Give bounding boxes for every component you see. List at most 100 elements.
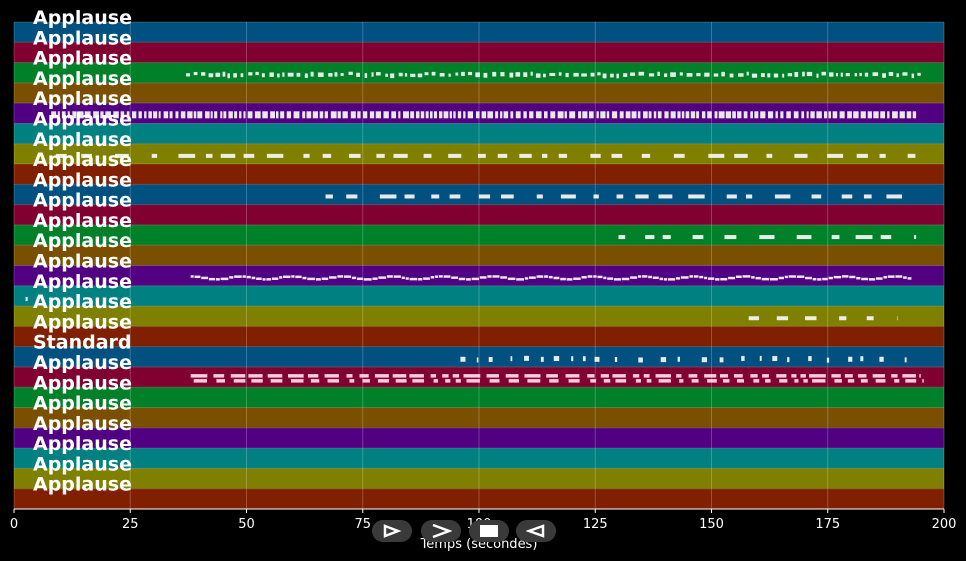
- event-mark: [848, 356, 853, 362]
- event-mark: [675, 277, 681, 280]
- event-mark: [234, 111, 238, 119]
- event-mark: [371, 72, 374, 77]
- event-mark: [588, 111, 594, 119]
- event-mark: [375, 111, 381, 119]
- event-mark: [423, 277, 430, 280]
- lane-band: [14, 306, 944, 327]
- lane-band: [14, 123, 944, 144]
- event-mark: [796, 235, 812, 240]
- event-mark: [210, 111, 213, 119]
- event-mark: [582, 111, 588, 119]
- event-mark: [755, 276, 761, 280]
- lane-band: [14, 285, 944, 307]
- event-mark: [548, 275, 553, 279]
- event-mark: [751, 276, 755, 279]
- event-mark: [455, 379, 461, 383]
- event-mark: [363, 111, 368, 119]
- event-mark: [602, 73, 607, 79]
- event-mark: [466, 278, 471, 281]
- event-mark: [435, 275, 439, 278]
- event-mark: [823, 111, 828, 119]
- event-mark: [530, 71, 533, 76]
- event-mark: [57, 111, 60, 119]
- event-mark: [350, 111, 356, 119]
- event-mark: [372, 277, 378, 280]
- event-mark: [679, 379, 684, 383]
- event-mark: [527, 379, 541, 383]
- event-mark: [378, 276, 387, 279]
- event-mark: [587, 374, 595, 378]
- event-mark: [581, 73, 587, 77]
- event-mark: [708, 153, 725, 158]
- lane-band: [14, 448, 944, 469]
- event-mark: [895, 275, 903, 278]
- event-mark: [611, 153, 623, 158]
- event-mark: [153, 111, 158, 119]
- event-mark: [205, 111, 210, 119]
- event-mark: [778, 276, 784, 280]
- event-mark: [175, 111, 179, 119]
- event-mark: [306, 111, 312, 119]
- event-mark: [696, 111, 700, 119]
- event-mark: [827, 153, 844, 158]
- event-mark: [765, 379, 771, 383]
- event-mark: [477, 153, 486, 158]
- play-outline-button[interactable]: [372, 520, 412, 542]
- event-mark: [680, 276, 689, 279]
- event-mark: [322, 153, 332, 158]
- event-mark: [839, 111, 845, 119]
- event-mark: [385, 73, 388, 77]
- event-mark: [841, 194, 853, 199]
- event-mark: [906, 111, 912, 119]
- stop-button[interactable]: [469, 520, 509, 542]
- event-marks: [25, 71, 924, 383]
- event-mark: [859, 72, 862, 77]
- event-mark: [386, 275, 393, 278]
- event-mark: [262, 278, 266, 281]
- event-mark: [283, 275, 291, 279]
- rewind-button[interactable]: [516, 520, 556, 542]
- event-mark: [611, 111, 618, 119]
- event-mark: [856, 153, 868, 158]
- event-mark: [902, 374, 916, 378]
- event-mark: [750, 111, 753, 119]
- event-mark: [663, 278, 668, 281]
- event-mark: [391, 111, 397, 119]
- event-mark: [875, 379, 886, 383]
- event-mark: [806, 71, 813, 77]
- event-mark: [738, 73, 744, 77]
- event-mark: [643, 374, 650, 378]
- event-mark: [762, 374, 769, 378]
- event-mark: [330, 111, 337, 119]
- event-mark: [248, 72, 253, 76]
- event-mark: [623, 73, 628, 77]
- event-mark: [327, 379, 340, 383]
- event-mark: [359, 374, 369, 378]
- event-mark: [364, 73, 368, 78]
- next-button[interactable]: [421, 520, 461, 542]
- lane-label: Applause: [33, 433, 132, 455]
- event-mark: [565, 72, 569, 78]
- event-mark: [412, 379, 425, 383]
- event-mark: [433, 111, 438, 119]
- event-mark: [346, 374, 353, 378]
- event-mark: [229, 276, 234, 279]
- event-mark: [467, 111, 474, 119]
- event-mark: [613, 278, 621, 281]
- event-mark: [914, 235, 917, 240]
- event-mark: [670, 72, 676, 77]
- event-mark: [287, 374, 304, 378]
- event-mark: [886, 194, 903, 199]
- event-mark: [707, 111, 712, 119]
- event-mark: [652, 276, 659, 280]
- event-mark: [861, 277, 869, 281]
- lane-band: [14, 326, 944, 347]
- event-mark: [349, 379, 355, 383]
- event-mark: [743, 111, 748, 119]
- event-mark: [312, 111, 318, 119]
- event-mark: [557, 111, 564, 119]
- event-mark: [612, 374, 626, 378]
- event-mark: [737, 111, 742, 119]
- event-mark: [625, 111, 631, 119]
- event-mark: [321, 277, 329, 281]
